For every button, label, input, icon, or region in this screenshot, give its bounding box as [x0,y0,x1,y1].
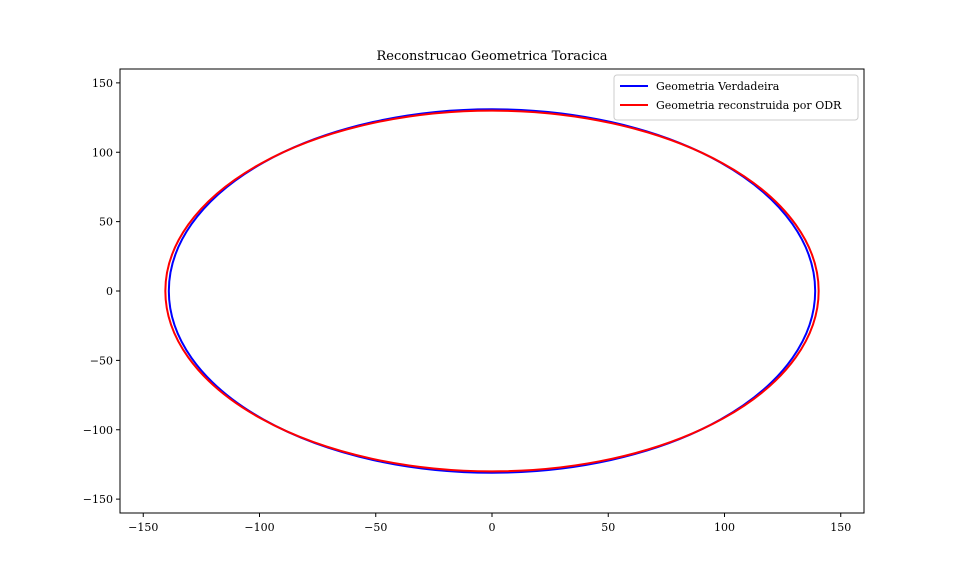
series-line-1 [164,109,820,473]
y-axis: −150 −100 −50 0 50 100 150 [83,77,120,506]
legend: Geometria Verdadeira Geometria reconstru… [613,74,859,121]
y-tick-label: 50 [99,216,113,229]
y-tick-label: 0 [106,285,113,298]
axes-frame [119,68,865,514]
x-tick-label: 50 [601,521,615,534]
x-tick-label: −150 [128,521,158,534]
x-tick-label: 0 [489,521,496,534]
y-tick-label: 150 [92,77,113,90]
x-tick-label: −50 [364,521,387,534]
y-tick-label: −150 [83,493,113,506]
y-tick-label: −100 [83,424,113,437]
x-tick-label: 100 [714,521,735,534]
x-axis: −150 −100 −50 0 50 100 150 [128,513,851,534]
x-tick-label: 150 [830,521,851,534]
legend-label-geometria-verdadeira: Geometria Verdadeira [656,80,780,93]
chart-title: Reconstrucao Geometrica Toracica [376,49,607,64]
series-line-0 [167,108,817,474]
plot-area [164,108,820,474]
y-tick-label: −50 [90,354,113,367]
legend-label-geometria-reconstruida: Geometria reconstruida por ODR [656,99,842,112]
y-tick-label: 100 [92,146,113,159]
x-tick-label: −100 [244,521,274,534]
legend-box [613,74,859,121]
